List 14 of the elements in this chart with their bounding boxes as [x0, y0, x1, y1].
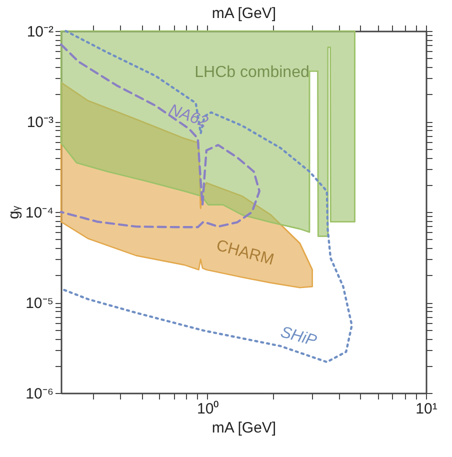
y-tick-label: 10⁻² [26, 24, 54, 40]
text: CHARM [214, 237, 276, 269]
y-tick-label: 10⁻⁴ [25, 204, 54, 222]
text: SHiP [278, 324, 319, 350]
x2-axis-title: mA [GeV] [212, 5, 276, 22]
x-tick-label: 10⁰ [197, 400, 219, 418]
text: NA62 [166, 101, 210, 132]
x-axis-title: mA [GeV] [212, 420, 276, 436]
y-axis-title: gᵧ [5, 206, 22, 220]
y-tick-label: 10⁻⁵ [26, 295, 54, 312]
x-tick-label: 10¹ [416, 400, 438, 418]
series-label: LHCb combined [194, 64, 310, 81]
y-tick-label: 10⁻³ [26, 114, 54, 131]
y-tick-label: 10⁻⁶ [26, 386, 54, 402]
